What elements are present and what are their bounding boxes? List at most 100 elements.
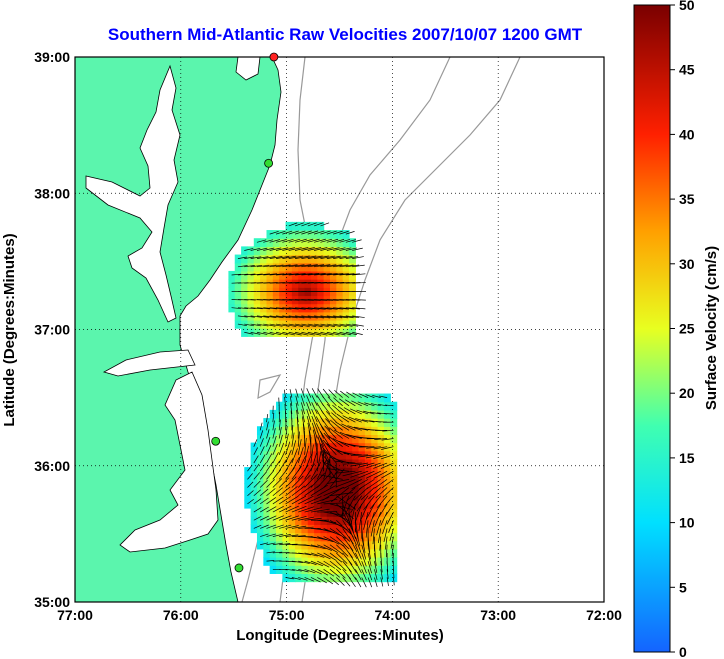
velocity-cell bbox=[314, 409, 322, 419]
velocity-cell bbox=[339, 434, 347, 444]
velocity-arrow bbox=[263, 315, 277, 318]
velocity-arrow bbox=[370, 520, 375, 537]
velocity-arrow bbox=[244, 256, 255, 259]
velocity-arrow bbox=[349, 408, 362, 415]
velocity-arrow bbox=[244, 315, 255, 318]
velocity-cell bbox=[276, 491, 283, 501]
velocity-arrow bbox=[392, 552, 394, 564]
velocity-arrow bbox=[288, 307, 306, 310]
velocity-arrow bbox=[316, 451, 322, 472]
velocity-arrow bbox=[310, 444, 314, 464]
velocity-arrow bbox=[259, 454, 266, 464]
velocity-arrow bbox=[350, 462, 369, 467]
velocity-arrow bbox=[327, 468, 350, 472]
velocity-arrow bbox=[244, 331, 254, 335]
velocity-arrow bbox=[290, 410, 293, 423]
velocity-arrow bbox=[310, 568, 322, 575]
velocity-cell bbox=[282, 434, 290, 444]
velocity-arrow bbox=[253, 480, 261, 488]
velocity-cell bbox=[298, 238, 306, 247]
velocity-arrow bbox=[367, 569, 373, 581]
velocity-arrow bbox=[326, 479, 350, 484]
velocity-cell bbox=[263, 434, 271, 444]
velocity-cell bbox=[304, 246, 312, 256]
velocity-arrow bbox=[342, 511, 354, 532]
velocity-cell bbox=[269, 458, 277, 468]
velocity-arrow bbox=[256, 315, 270, 318]
velocity-cell bbox=[250, 458, 258, 468]
velocity-arrow bbox=[291, 425, 294, 439]
velocity-arrow bbox=[278, 486, 291, 496]
delaware-bay bbox=[235, 57, 261, 81]
velocity-arrow bbox=[307, 315, 325, 319]
velocity-arrow bbox=[259, 422, 263, 431]
velocity-arrow bbox=[298, 526, 314, 529]
velocity-vectors bbox=[231, 222, 395, 588]
velocity-arrow bbox=[250, 323, 262, 327]
velocity-cell bbox=[377, 409, 385, 419]
velocity-arrow bbox=[373, 446, 388, 450]
velocity-cell bbox=[339, 393, 347, 403]
velocity-cell bbox=[282, 499, 290, 509]
velocity-arrow bbox=[326, 273, 344, 276]
velocity-arrow bbox=[282, 238, 294, 243]
velocity-arrow bbox=[350, 503, 356, 525]
velocity-arrow bbox=[333, 230, 343, 235]
velocity-cell bbox=[333, 467, 341, 476]
velocity-cell bbox=[329, 238, 337, 247]
velocity-arrow bbox=[381, 470, 394, 479]
velocity-arrow bbox=[308, 429, 312, 447]
velocity-arrow bbox=[377, 528, 382, 544]
velocity-arrow bbox=[328, 427, 343, 439]
velocity-cell bbox=[390, 418, 398, 427]
velocity-arrow bbox=[345, 256, 359, 259]
velocity-arrow bbox=[379, 536, 382, 551]
velocity-arrow bbox=[332, 438, 350, 447]
velocity-arrow bbox=[373, 470, 388, 479]
velocity-arrow bbox=[364, 402, 375, 407]
velocity-arrow bbox=[314, 315, 331, 319]
velocity-arrow bbox=[336, 528, 351, 542]
velocity-cell bbox=[250, 475, 258, 485]
velocity-arrow bbox=[323, 560, 336, 569]
velocity-arrow bbox=[278, 427, 282, 439]
velocity-arrow bbox=[266, 542, 276, 546]
velocity-arrow bbox=[366, 446, 381, 449]
velocity-arrow bbox=[384, 536, 388, 550]
velocity-arrow bbox=[247, 473, 253, 480]
station-markers bbox=[211, 52, 279, 573]
colorbar-ticks: 0 5 10 15 20 25 30 35 40 45 50 bbox=[670, 0, 695, 659]
velocity-arrow bbox=[282, 230, 293, 235]
velocity-arrow bbox=[320, 331, 334, 336]
velocity-cell bbox=[301, 401, 309, 411]
velocity-arrow bbox=[256, 307, 270, 310]
velocity-arrow bbox=[338, 487, 356, 502]
velocity-cell bbox=[288, 475, 296, 485]
velocity-cell bbox=[333, 450, 341, 460]
velocity-arrow bbox=[263, 307, 278, 310]
velocity-arrow bbox=[282, 307, 299, 310]
velocity-cell bbox=[390, 475, 398, 485]
velocity-arrow bbox=[266, 445, 272, 455]
velocity-arrow bbox=[380, 561, 383, 573]
y-tick-label: 36:00 bbox=[34, 458, 70, 474]
velocity-cell bbox=[371, 458, 379, 468]
velocity-arrow bbox=[317, 552, 331, 560]
velocity-arrow bbox=[275, 247, 289, 251]
velocity-arrow bbox=[352, 239, 362, 243]
velocity-cell bbox=[377, 516, 385, 525]
velocity-cell bbox=[288, 434, 296, 444]
velocity-arrow bbox=[323, 577, 334, 585]
velocity-cell bbox=[383, 467, 391, 476]
velocity-arrow bbox=[339, 331, 352, 336]
velocity-arrow bbox=[272, 478, 283, 488]
velocity-arrow bbox=[266, 515, 277, 521]
velocity-arrow bbox=[307, 307, 326, 310]
velocity-cell bbox=[276, 418, 283, 427]
velocity-arrow bbox=[368, 487, 381, 500]
velocity-cell bbox=[288, 401, 296, 411]
velocity-arrow bbox=[365, 470, 381, 479]
velocity-cell bbox=[269, 475, 277, 485]
velocity-cell bbox=[269, 507, 277, 517]
